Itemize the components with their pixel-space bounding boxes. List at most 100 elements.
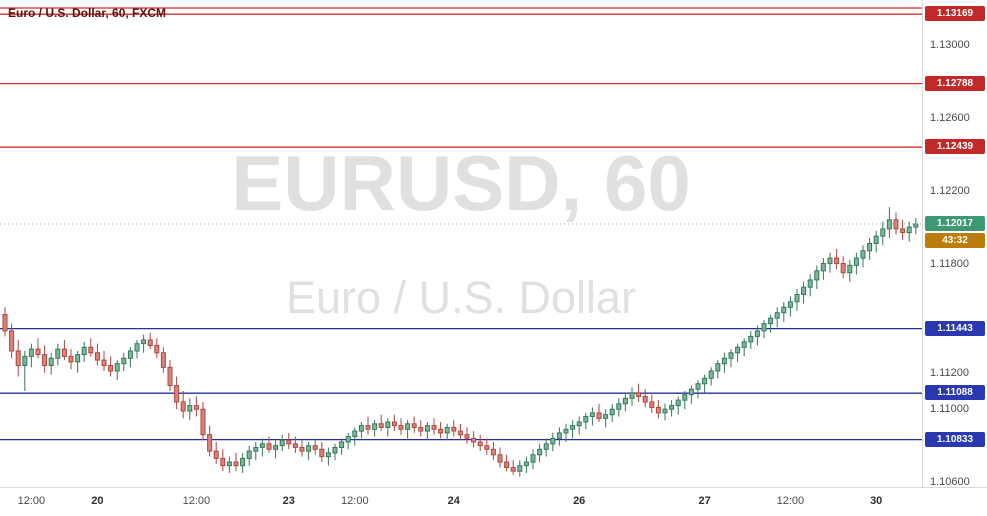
candle-body	[801, 286, 807, 296]
candle-body	[682, 394, 688, 401]
candle-body	[273, 445, 279, 450]
symbol-legend[interactable]: Euro / U.S. Dollar, 60, FXCM	[8, 6, 167, 20]
time-label: 27	[698, 495, 711, 507]
candle-body	[669, 405, 675, 410]
candle-body	[583, 416, 589, 423]
candle-body	[345, 436, 351, 443]
candle-body	[873, 235, 879, 244]
candle-body	[906, 226, 912, 234]
time-label: 24	[447, 495, 460, 507]
candle-body	[207, 434, 213, 452]
candle-body	[490, 448, 496, 456]
support-price-tag: 1.11443	[925, 320, 985, 336]
candle-body	[517, 465, 523, 472]
candle-body	[589, 412, 595, 417]
candle-body	[253, 447, 259, 452]
candle-body	[867, 243, 873, 252]
candle-body	[213, 450, 219, 459]
support-price-tag: 1.10833	[925, 431, 985, 447]
candle-body	[471, 437, 477, 443]
time-label: 30	[870, 495, 883, 507]
candle-body	[405, 423, 411, 430]
candle-body	[477, 441, 483, 447]
candle-body	[141, 339, 147, 345]
candle-body	[794, 294, 800, 303]
candle-body	[754, 330, 760, 337]
support-price-tag: 1.11088	[925, 385, 985, 401]
price-tick: 1.13000	[930, 38, 970, 51]
candle-body	[814, 270, 820, 281]
candle-body	[550, 437, 556, 445]
candle-body	[259, 443, 265, 448]
candle-body	[847, 264, 853, 274]
candle-body	[774, 312, 780, 319]
candle-body	[167, 366, 173, 386]
price-tick: 1.11000	[930, 403, 969, 416]
candle-body	[48, 357, 54, 367]
resistance-price-tag: 1.13169	[925, 6, 985, 22]
candle-body	[886, 219, 892, 230]
candle-body	[372, 423, 378, 430]
candle-body	[761, 323, 767, 332]
candle-body	[787, 301, 793, 308]
time-label: 12:00	[341, 495, 369, 507]
candle-body	[75, 354, 81, 363]
candle-body	[2, 314, 8, 332]
candle-body	[431, 425, 437, 430]
candle-body	[570, 425, 576, 430]
chart-plot-area[interactable]: EURUSD, 60 Euro / U.S. Dollar Euro / U.S…	[0, 0, 922, 487]
candle-body	[240, 457, 246, 467]
candle-body	[748, 335, 754, 343]
candle-body	[853, 257, 859, 266]
price-axis[interactable]: 1.13000 1.12600 1.12200 1.11800 1.11200 1.110…	[922, 0, 987, 489]
candle-body	[193, 405, 199, 410]
candle-body	[160, 352, 166, 368]
candle-body	[596, 412, 602, 419]
candle-body	[246, 450, 252, 459]
candle-body	[913, 223, 919, 228]
candle-body	[622, 397, 628, 405]
chart-canvas[interactable]	[0, 0, 922, 487]
candle-body	[391, 421, 397, 427]
candle-body	[530, 454, 536, 463]
candle-body	[28, 348, 34, 357]
candle-body	[741, 341, 747, 348]
current-price-tag: 1.12017	[925, 216, 985, 231]
candle-body	[695, 383, 701, 390]
price-tick: 1.12600	[930, 111, 970, 124]
candle-body	[35, 348, 41, 356]
time-label: 12:00	[776, 495, 805, 507]
candle-body	[339, 441, 345, 448]
candle-body	[497, 454, 503, 463]
candle-body	[662, 408, 668, 414]
candle-body	[220, 457, 226, 467]
candle-body	[768, 317, 774, 325]
candle-body	[556, 432, 562, 439]
price-tick: 1.10600	[930, 476, 970, 489]
candle-body	[642, 396, 648, 403]
bar-countdown-tag: 43:32	[925, 233, 985, 248]
candle-body	[286, 439, 292, 445]
candle-body	[900, 228, 906, 233]
candle-body	[418, 426, 424, 432]
candle-body	[233, 461, 239, 467]
candle-body	[352, 430, 358, 438]
candle-body	[226, 461, 232, 467]
time-axis[interactable]: 12:00 20 12:00 23 12:00 24 26 27 12:00 30	[0, 487, 987, 516]
candle-body	[629, 392, 635, 399]
candle-body	[827, 257, 833, 265]
candle-body	[292, 443, 298, 448]
candle-body	[523, 461, 529, 467]
candle-body	[807, 279, 813, 288]
candle-body	[22, 355, 28, 366]
candle-body	[378, 423, 384, 428]
time-label: 20	[91, 495, 104, 507]
candle-body	[576, 421, 582, 427]
time-label: 12:00	[182, 495, 211, 507]
candle-body	[735, 346, 741, 354]
candle-body	[55, 348, 61, 359]
candle-body	[325, 452, 331, 457]
candle-body	[88, 346, 94, 354]
candle-body	[61, 348, 67, 357]
